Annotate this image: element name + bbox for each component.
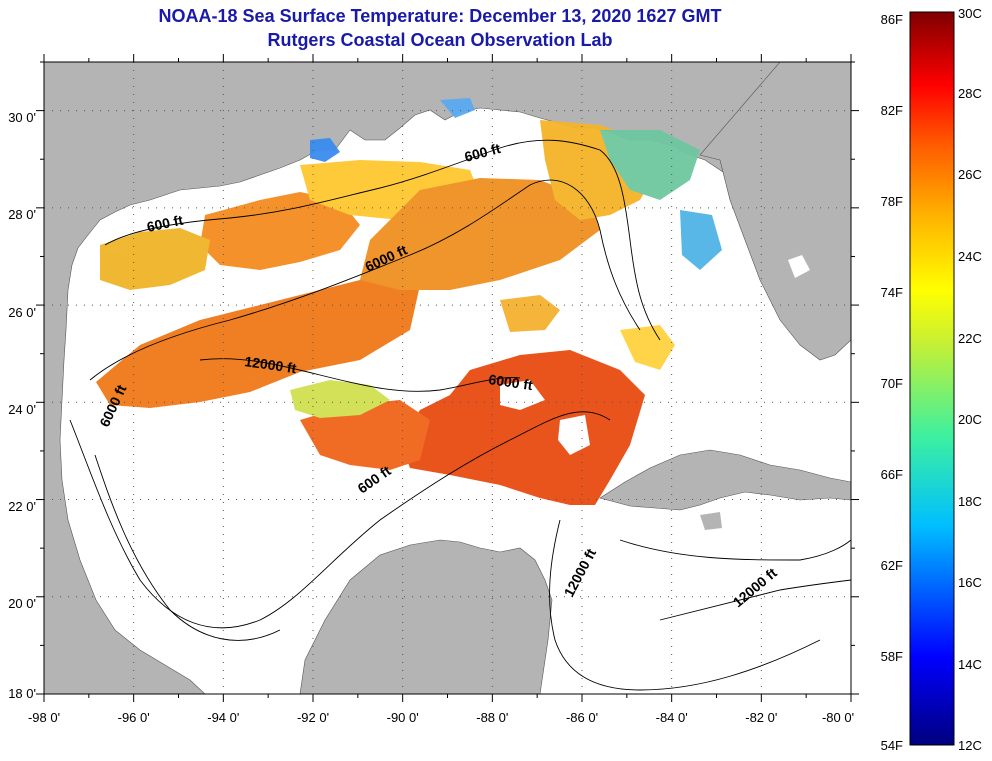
axis-ticks <box>36 54 859 702</box>
cuba-land <box>599 449 851 511</box>
island-land <box>788 255 810 278</box>
lon-tick-label: -90 0' <box>387 710 419 725</box>
colorbar-f-label: 58F <box>881 649 903 664</box>
map-subtitle: Rutgers Coastal Ocean Observation Lab <box>267 30 613 50</box>
lat-tick-label: 22 0' <box>8 499 36 514</box>
colorbar-c-label: 22C <box>958 331 982 346</box>
colorbar-f-label: 74F <box>881 285 903 300</box>
florida-land <box>699 62 851 361</box>
colorbar-f-label: 78F <box>881 194 903 209</box>
graticule-lines <box>44 62 851 694</box>
lon-tick-labels: -98 0' -96 0' -94 0' -92 0' -90 0' -88 0… <box>28 710 854 725</box>
colorbar-c-label: 20C <box>958 412 982 427</box>
colorbar-c-label: 28C <box>958 86 982 101</box>
island-land <box>700 512 722 530</box>
colorbar-c-label: 26C <box>958 167 982 182</box>
contour-label: 600 ft <box>145 212 184 235</box>
lon-tick-label: -80 0' <box>822 710 854 725</box>
lat-tick-label: 28 0' <box>8 207 36 222</box>
lon-tick-label: -82 0' <box>745 710 777 725</box>
lat-tick-label: 26 0' <box>8 305 36 320</box>
colorbar-c-label: 12C <box>958 738 982 753</box>
lon-tick-label: -96 0' <box>118 710 150 725</box>
contour-label: 12000 ft <box>244 353 298 376</box>
colorbar-f-label: 82F <box>881 103 903 118</box>
colorbar-f-label: 66F <box>881 467 903 482</box>
colorbar-f-label: 54F <box>881 738 903 753</box>
colorbar-f-label: 86F <box>881 12 903 27</box>
colorbar-c-label: 16C <box>958 575 982 590</box>
colorbar <box>909 11 955 746</box>
colorbar-f-labels: 86F 82F 78F 74F 70F 66F 62F 58F 54F <box>881 12 903 753</box>
bathymetry-contours <box>69 139 851 691</box>
lat-tick-label: 20 0' <box>8 596 36 611</box>
colorbar-f-label: 70F <box>881 376 903 391</box>
colorbar-c-labels: 30C 28C 26C 24C 22C 20C 18C 16C 14C 12C <box>958 6 982 753</box>
lon-tick-label: -84 0' <box>656 710 688 725</box>
lon-tick-label: -86 0' <box>566 710 598 725</box>
lat-tick-labels: 30 0' 28 0' 26 0' 24 0' 22 0' 20 0' 18 0… <box>8 110 36 701</box>
lon-tick-label: -92 0' <box>297 710 329 725</box>
lon-tick-label: -88 0' <box>476 710 508 725</box>
sst-data-layer <box>96 98 722 505</box>
lat-tick-label: 30 0' <box>8 110 36 125</box>
colorbar-c-label: 14C <box>958 657 982 672</box>
lon-tick-label: -98 0' <box>28 710 60 725</box>
colorbar-c-label: 24C <box>958 249 982 264</box>
map-title: NOAA-18 Sea Surface Temperature: Decembe… <box>158 6 722 26</box>
lat-tick-label: 18 0' <box>8 686 36 701</box>
colorbar-f-label: 62F <box>881 558 903 573</box>
colorbar-c-label: 30C <box>958 6 982 21</box>
lat-tick-label: 24 0' <box>8 402 36 417</box>
lon-tick-label: -94 0' <box>207 710 239 725</box>
contour-label: 6000 ft <box>488 371 534 393</box>
colorbar-c-label: 18C <box>958 494 982 509</box>
